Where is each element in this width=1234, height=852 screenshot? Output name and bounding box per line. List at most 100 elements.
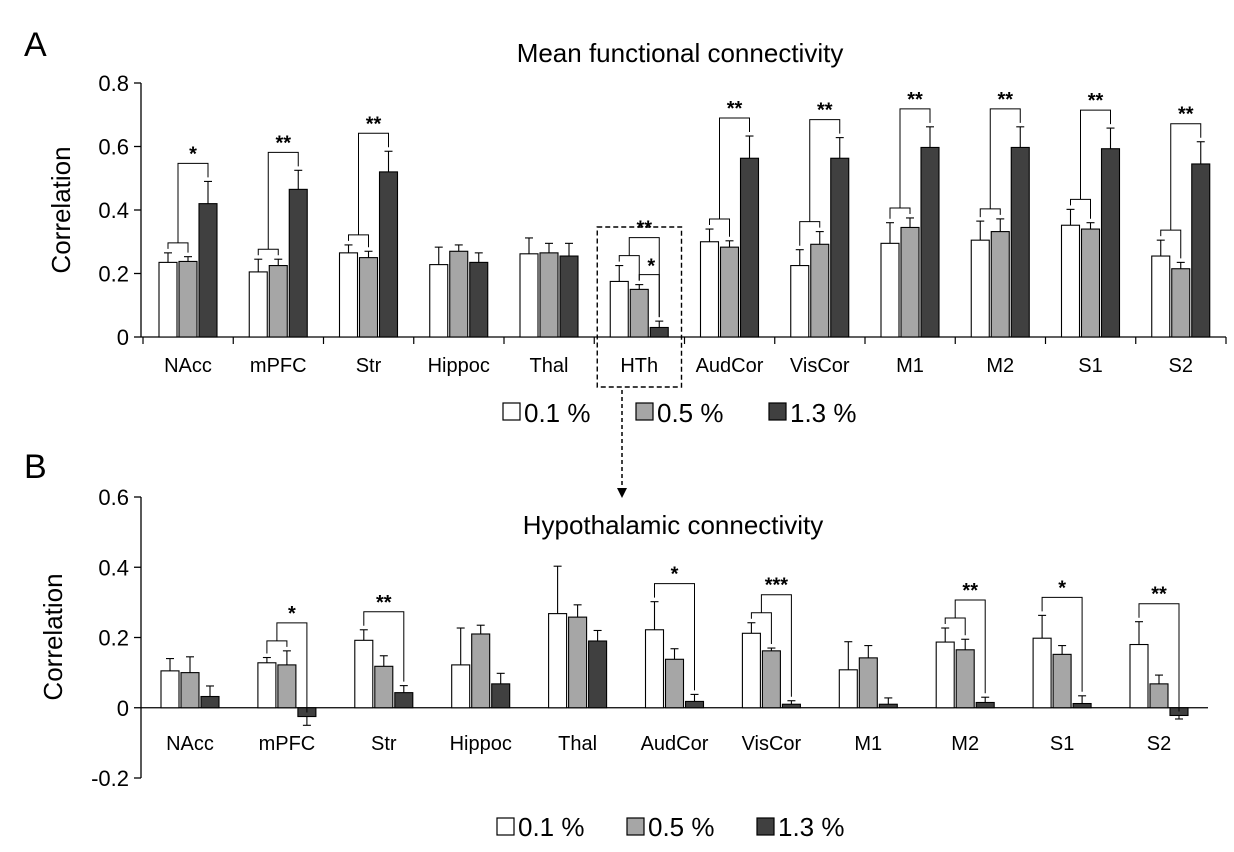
chart-b-title: Hypothalamic connectivity	[523, 510, 824, 540]
chart-b-bar	[374, 665, 394, 709]
chart-b-ytick-label: 0	[117, 696, 129, 721]
chart-a-bar	[1060, 224, 1081, 338]
chart-a-sig-bracket	[1080, 109, 1111, 200]
chart-b-bar	[160, 670, 180, 709]
chart-b-xtick-label: AudCor	[641, 733, 709, 755]
legend-a-label-1: 0.5 %	[657, 398, 724, 428]
chart-a-ytick-label: 0.2	[98, 262, 129, 287]
chart-b-bar	[858, 657, 878, 709]
chart-a-bar	[830, 157, 850, 338]
chart-a-bar	[1151, 255, 1171, 338]
chart-a-xtick-label: S1	[1078, 355, 1102, 377]
chart-b-bar	[354, 639, 374, 709]
chart-a-bar	[178, 260, 198, 338]
chart-a-ytick-label: 0.6	[98, 135, 129, 160]
chart-b-xtick-label: M2	[951, 733, 979, 755]
chart-a-xtick-label: M1	[896, 355, 924, 377]
chart-b-bar	[257, 662, 277, 709]
chart-a-sig-bracket-small	[799, 221, 821, 246]
chart-a-bar	[970, 239, 990, 338]
chart-b-bar	[1032, 637, 1052, 709]
chart-b-sig-bracket	[760, 594, 792, 697]
chart-a-bar	[559, 255, 579, 338]
chart-a-ytick-label: 0.8	[98, 71, 129, 96]
chart-b-bar	[935, 641, 955, 709]
chart-a-bar	[449, 250, 469, 338]
chart-b-bar	[1149, 683, 1169, 709]
chart-b-bar	[684, 700, 705, 709]
chart-a-bar	[519, 253, 539, 338]
chart-b-ytick-label: 0.6	[98, 485, 129, 510]
chart-b-xtick-label: S1	[1050, 733, 1074, 755]
chart-a-title: Mean functional connectivity	[517, 38, 844, 68]
chart-b-xtick-label: Hippoc	[450, 733, 512, 755]
chart-a-bar	[990, 231, 1010, 338]
chart-a-sig-bracket	[177, 162, 209, 243]
legend-a-label-2: 1.3 %	[790, 398, 857, 428]
chart-b-sig-bracket-small	[266, 640, 288, 654]
chart-b-bar	[878, 703, 898, 709]
chart-b-sig-bracket	[363, 611, 405, 682]
chart-b-bar	[741, 632, 761, 709]
legend-a: 0.1 % 0.5 % 1.3 %	[502, 398, 857, 428]
chart-a-xtick-label: S2	[1169, 355, 1193, 377]
chart-b-sig-label: *	[288, 603, 296, 625]
chart-a-sig-bracket	[899, 108, 931, 208]
chart-b-bar	[1052, 653, 1072, 709]
chart-a-xtick-label: Str	[356, 355, 382, 377]
chart-a-bar	[790, 265, 810, 338]
chart-b-bar	[588, 640, 608, 709]
chart-a-xtick-label: HTh	[620, 355, 658, 377]
chart-a-bar	[358, 257, 379, 338]
chart-a-sig-bracket	[1170, 123, 1202, 231]
legend-b: 0.1 % 0.5 % 1.3 %	[496, 812, 845, 842]
chart-b-xtick-label: NAcc	[166, 733, 214, 755]
legend-b-swatch-0	[496, 817, 515, 836]
chart-b-sig-bracket	[276, 622, 308, 713]
chart-a-sig-label: **	[997, 89, 1013, 111]
chart-a-ytick-label: 0.4	[98, 198, 129, 223]
chart-a-bar	[1010, 146, 1030, 338]
hth-connector-arrowhead	[617, 488, 627, 498]
chart-a-xtick-label: M2	[986, 355, 1014, 377]
chart-b-xtick-label: M1	[854, 733, 882, 755]
chart-b-bar	[548, 613, 568, 709]
chart-b-bar	[644, 629, 665, 709]
chart-a-sig-label: **	[1088, 90, 1104, 112]
chart-a-xtick-label: VisCor	[790, 355, 850, 377]
chart-a-bar	[469, 261, 489, 338]
chart-b-bar	[451, 664, 471, 709]
chart-b-bar	[761, 650, 781, 709]
chart-a-xtick-label: mPFC	[250, 355, 307, 377]
chart-a-sig-bracket	[358, 132, 389, 235]
chart-a-xtick-label: NAcc	[164, 355, 212, 377]
chart-b-bar	[1129, 643, 1149, 709]
chart-b-xtick-label: VisCor	[742, 733, 802, 755]
chart-a-bar	[198, 203, 218, 338]
chart-a-bar	[900, 226, 920, 338]
legend-a-swatch-0	[502, 402, 521, 421]
chart-a-sig-bracket	[809, 119, 841, 222]
hth-highlight-box	[596, 226, 683, 388]
legend-b-swatch-1	[626, 817, 645, 836]
legend-a-label-0: 0.1 %	[524, 398, 591, 428]
chart-b-ytick-label: 0.4	[98, 555, 129, 580]
chart-b-bar	[180, 672, 200, 709]
chart-a-xtick-label: AudCor	[696, 355, 764, 377]
chart-b-xtick-label: mPFC	[259, 733, 316, 755]
chart-a-sig-label: **	[275, 132, 291, 154]
chart-b-sig-bracket-small	[944, 617, 966, 636]
chart-a-sig-bracket-small	[167, 242, 189, 253]
chart-b-bar	[781, 703, 801, 709]
chart-a-sig-label: **	[636, 218, 652, 240]
chart-a-sig-label: *	[189, 143, 197, 165]
chart-a-xtick-label: Hippoc	[428, 355, 490, 377]
chart-b-xtick-label: S2	[1147, 733, 1171, 755]
chart-b-xtick-label: Str	[371, 733, 397, 755]
chart-a-bar	[1080, 228, 1101, 338]
chart-a-bar	[1100, 148, 1121, 338]
chart-a-bar	[1171, 268, 1191, 338]
legend-a-swatch-1	[635, 402, 654, 421]
chart-a-sig-bracket-small	[618, 255, 640, 281]
chart-b-bar	[664, 658, 685, 709]
